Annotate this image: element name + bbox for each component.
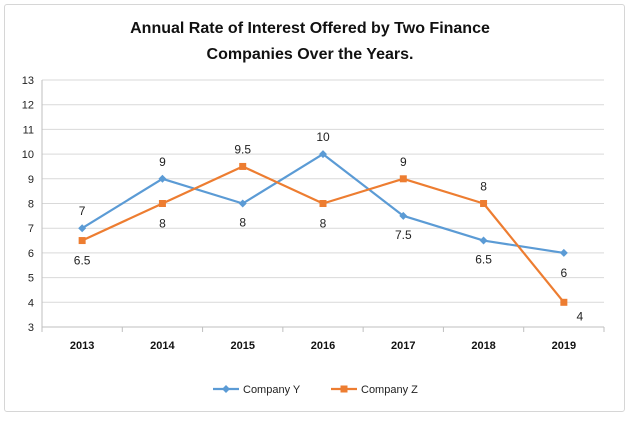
data-point-marker (560, 298, 568, 306)
y-tick-label: 9 (28, 174, 34, 186)
data-point-marker (559, 248, 568, 257)
data-label-company-y: 6 (561, 266, 568, 280)
y-tick-label: 5 (28, 273, 34, 285)
data-label-company-y: 6.5 (475, 253, 492, 267)
data-point-marker (78, 224, 87, 233)
data-label-company-z: 6.5 (74, 254, 91, 268)
y-tick-label: 8 (28, 199, 34, 211)
series-line-company-z (81, 165, 565, 303)
data-point-marker (239, 162, 247, 170)
data-point-marker (399, 175, 407, 183)
data-label-company-z: 4 (577, 309, 584, 323)
y-tick-label: 10 (22, 149, 34, 161)
data-label-company-y: 7.5 (395, 228, 412, 242)
data-label-company-y: 7 (79, 204, 86, 218)
chart-title-line-1: Annual Rate of Interest Offered by Two F… (130, 20, 490, 37)
chart-container: Annual Rate of Interest Offered by Two F… (4, 4, 625, 412)
data-point-marker (480, 200, 488, 207)
data-point-marker (319, 150, 327, 159)
y-tick-label: 4 (28, 297, 34, 309)
line-chart: Annual Rate of Interest Offered by Two F… (22, 20, 605, 396)
data-label-company-y: 9 (159, 155, 166, 169)
y-tick-label: 6 (28, 248, 34, 260)
legend-label-company-y: Company Y (243, 384, 301, 396)
data-label-company-z: 8 (480, 180, 487, 194)
data-label-company-z: 8 (159, 217, 166, 231)
x-tick-label: 2018 (471, 340, 495, 352)
data-label-company-z: 9.5 (234, 142, 251, 156)
data-point-marker (319, 200, 327, 207)
y-tick-label: 3 (28, 322, 34, 334)
data-point-marker (158, 174, 167, 183)
data-point-marker (158, 200, 166, 207)
legend-marker (340, 385, 348, 393)
y-tick-label: 12 (22, 100, 34, 112)
data-point-marker (78, 237, 86, 245)
x-tick-label: 2016 (311, 340, 335, 352)
data-point-marker (238, 199, 247, 208)
y-tick-label: 11 (23, 124, 34, 136)
x-tick-label: 2015 (230, 340, 254, 352)
legend-label-company-z: Company Z (361, 384, 418, 396)
chart-title-line-2: Companies Over the Years. (207, 46, 414, 63)
data-label-company-z: 8 (320, 217, 327, 231)
legend-marker (222, 385, 230, 393)
y-tick-label: 13 (22, 75, 34, 87)
x-tick-label: 2013 (70, 340, 94, 352)
x-tick-label: 2019 (552, 340, 576, 352)
x-tick-label: 2014 (150, 340, 175, 352)
data-label-company-z: 9 (400, 155, 407, 169)
data-point-marker (399, 211, 408, 220)
x-tick-label: 2017 (391, 340, 415, 352)
data-point-marker (479, 236, 488, 245)
data-label-company-y: 10 (316, 130, 330, 144)
data-label-company-y: 8 (239, 216, 246, 230)
y-tick-label: 7 (28, 223, 34, 235)
